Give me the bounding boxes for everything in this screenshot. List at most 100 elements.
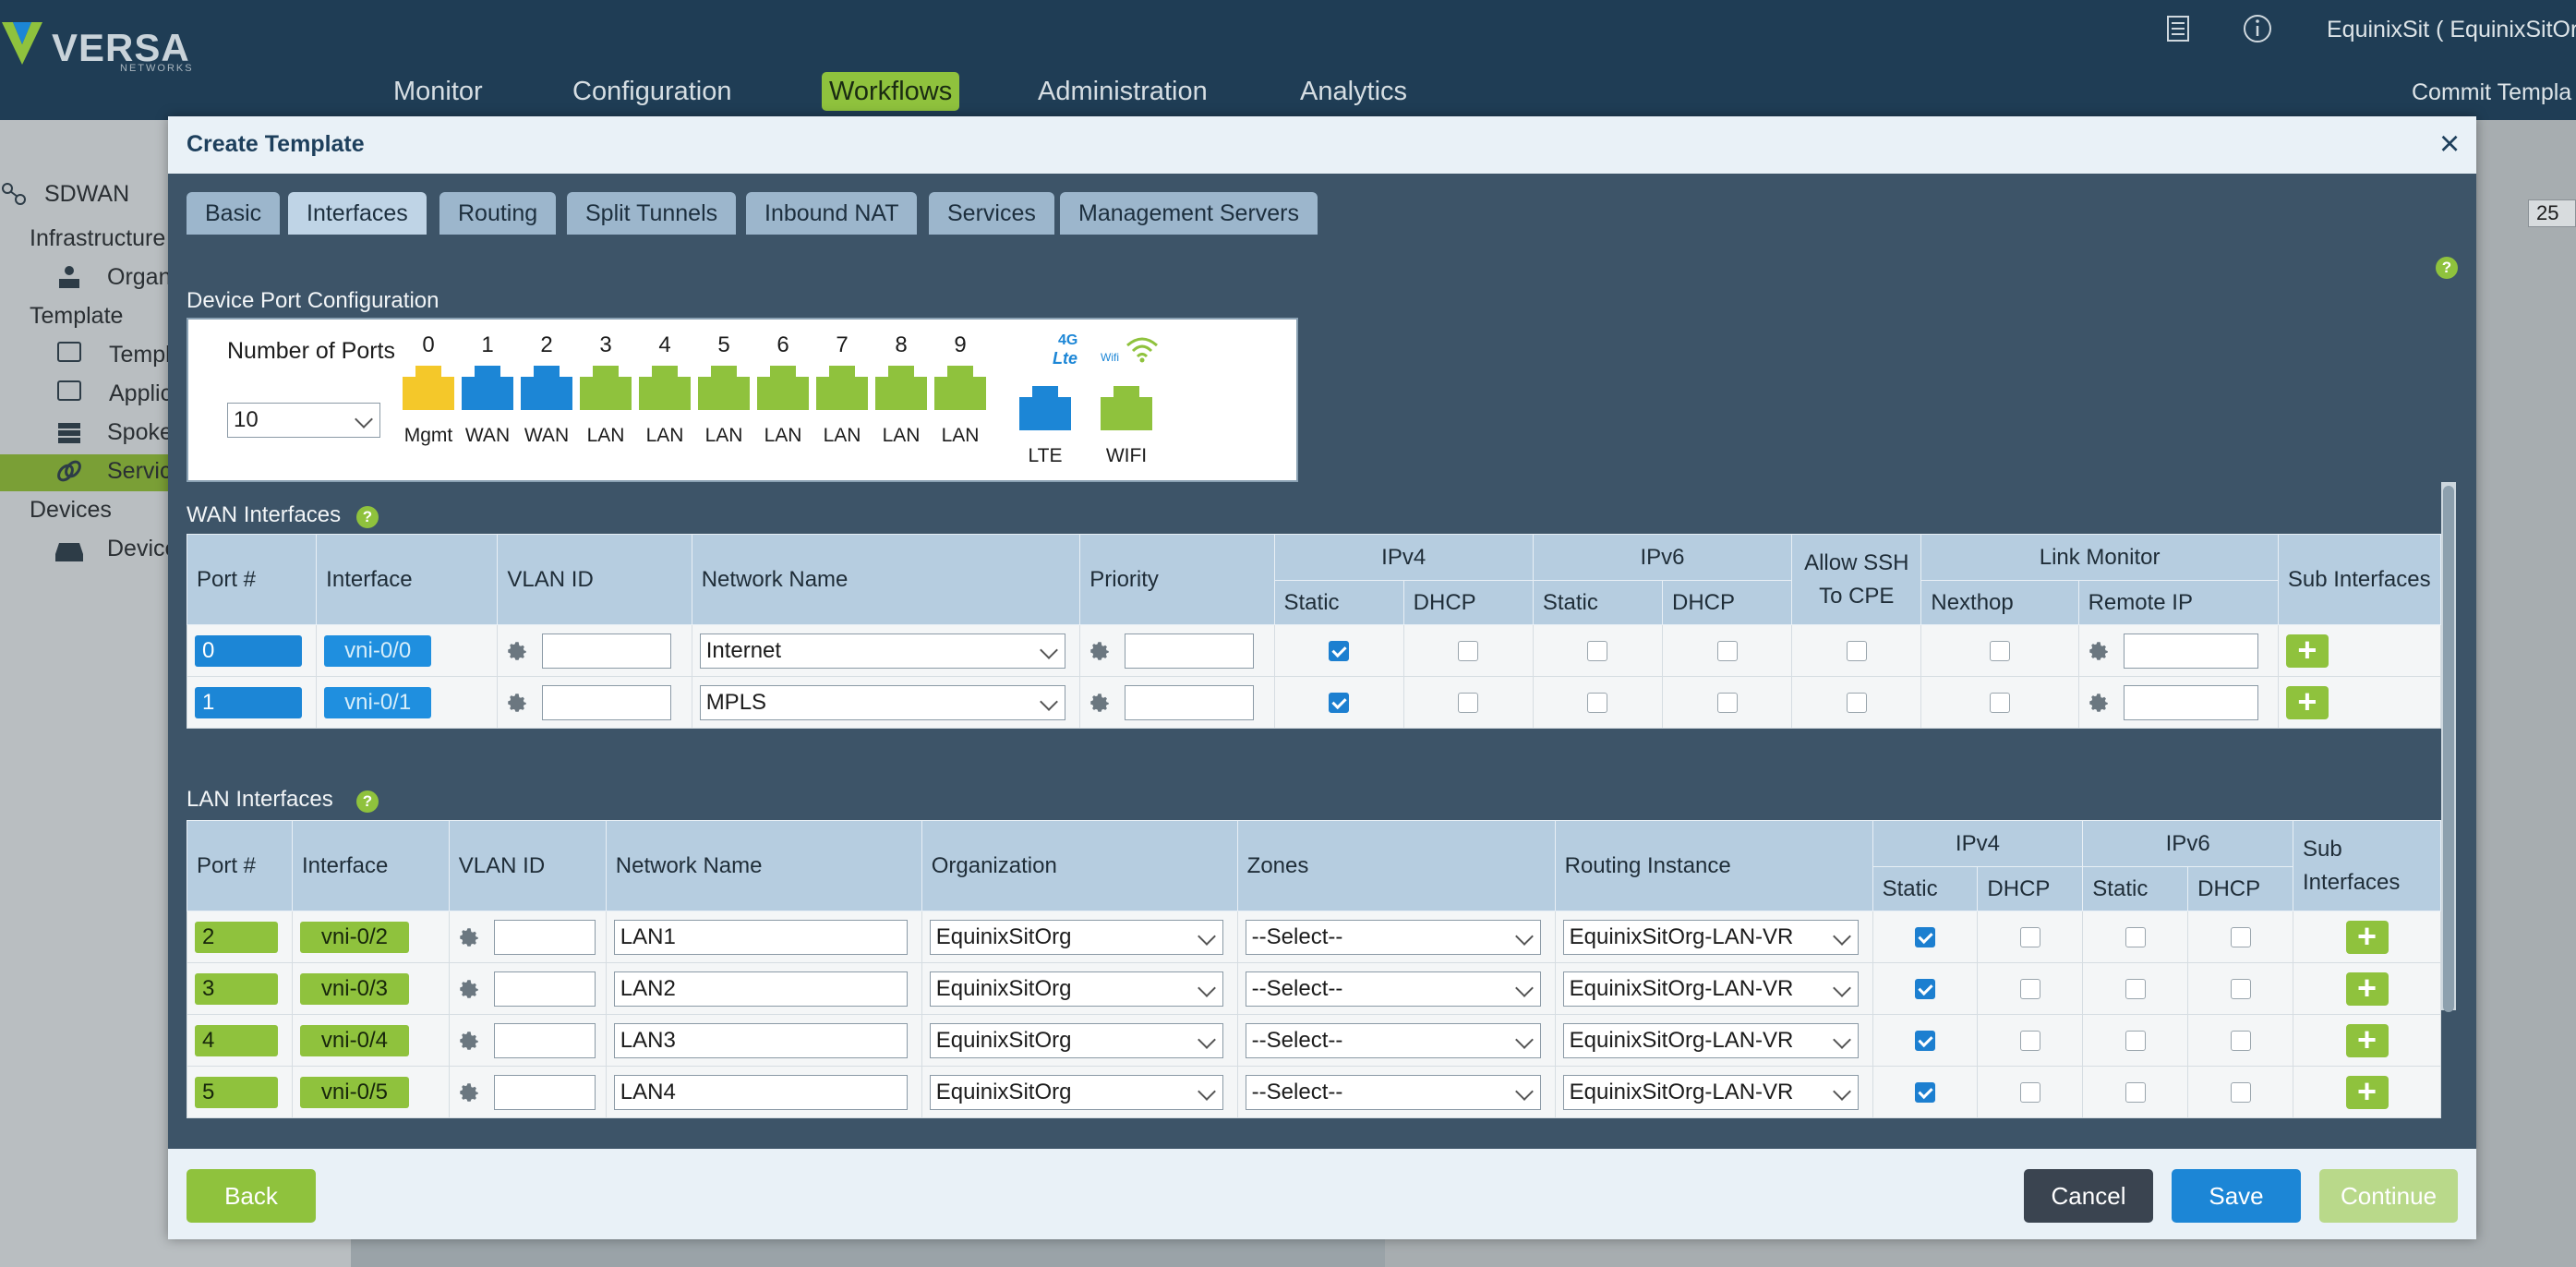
gear-icon[interactable] bbox=[1088, 691, 1112, 715]
lan-routing-select[interactable]: EquinixSitOrg-LAN-VR bbox=[1562, 1074, 1859, 1110]
wan-allow-ssh-checkbox[interactable] bbox=[1846, 641, 1867, 662]
add-sub-interface-button[interactable]: + bbox=[2345, 919, 2389, 954]
wan-ipv6-dhcp-checkbox[interactable] bbox=[1716, 693, 1738, 714]
lan-port-value[interactable]: 5 bbox=[195, 1076, 278, 1108]
port-lte[interactable]: 4G Lte LTE bbox=[1019, 332, 1077, 466]
port-2[interactable]: 2 WAN bbox=[521, 332, 572, 446]
port-7[interactable]: 7 LAN bbox=[816, 332, 868, 446]
lan-ipv4-static-checkbox[interactable] bbox=[1915, 927, 1935, 948]
sidebar-organization[interactable]: Organ bbox=[107, 264, 172, 290]
commit-template-button[interactable]: Commit Templa bbox=[2412, 79, 2572, 105]
user-org-label[interactable]: EquinixSit ( EquinixSitOrg bbox=[2327, 17, 2576, 42]
gear-icon[interactable] bbox=[505, 639, 529, 663]
lan-network-input[interactable]: LAN2 bbox=[613, 971, 908, 1007]
lan-port-value[interactable]: 2 bbox=[195, 921, 278, 953]
wan-ipv4-dhcp-checkbox[interactable] bbox=[1458, 693, 1479, 714]
port-0[interactable]: 0 Mgmt bbox=[403, 332, 454, 446]
lan-ipv4-dhcp-checkbox[interactable] bbox=[2019, 927, 2040, 948]
wan-help-icon[interactable]: ? bbox=[356, 506, 379, 528]
lan-ipv6-static-checkbox[interactable] bbox=[2125, 979, 2146, 1000]
sidebar-template[interactable]: Template bbox=[30, 303, 124, 329]
tab-basic[interactable]: Basic bbox=[187, 192, 281, 235]
wan-ipv4-dhcp-checkbox[interactable] bbox=[1458, 641, 1479, 662]
lan-ipv4-static-checkbox[interactable] bbox=[1915, 1082, 1935, 1104]
lan-routing-select[interactable]: EquinixSitOrg-LAN-VR bbox=[1562, 919, 1859, 955]
lan-organization-select[interactable]: EquinixSitOrg bbox=[929, 1022, 1223, 1058]
continue-button[interactable]: Continue bbox=[2319, 1169, 2458, 1223]
gear-icon[interactable] bbox=[457, 925, 481, 949]
nav-analytics[interactable]: Analytics bbox=[1300, 77, 1408, 106]
lan-port-value[interactable]: 3 bbox=[195, 972, 278, 1005]
versa-logo[interactable]: VERSA NETWORKS bbox=[0, 11, 203, 74]
nav-workflows[interactable]: Workflows bbox=[822, 72, 960, 111]
sidebar-service-templates[interactable]: Servic bbox=[107, 458, 172, 484]
lan-network-input[interactable]: LAN1 bbox=[613, 919, 908, 955]
lan-vlan-input[interactable] bbox=[493, 1022, 596, 1058]
lan-organization-select[interactable]: EquinixSitOrg bbox=[929, 971, 1223, 1007]
lan-help-icon[interactable]: ? bbox=[356, 790, 379, 813]
lan-ipv6-static-checkbox[interactable] bbox=[2125, 1082, 2146, 1104]
gear-icon[interactable] bbox=[2087, 639, 2111, 663]
lan-port-value[interactable]: 4 bbox=[195, 1024, 278, 1056]
lan-ipv4-static-checkbox[interactable] bbox=[1915, 1031, 1935, 1052]
wan-nexthop-checkbox[interactable] bbox=[1989, 641, 2010, 662]
port-8[interactable]: 8 LAN bbox=[875, 332, 927, 446]
port-wifi[interactable]: Wifi WIFI bbox=[1101, 337, 1158, 466]
lan-organization-select[interactable]: EquinixSitOrg bbox=[929, 1074, 1223, 1110]
document-list-icon[interactable] bbox=[2166, 15, 2190, 42]
sidebar-templates[interactable]: Templ bbox=[109, 342, 171, 368]
gear-icon[interactable] bbox=[457, 977, 481, 1001]
lan-ipv4-dhcp-checkbox[interactable] bbox=[2019, 1031, 2040, 1052]
tab-interfaces[interactable]: Interfaces bbox=[288, 192, 427, 235]
tab-split-tunnels[interactable]: Split Tunnels bbox=[567, 192, 737, 235]
lan-zones-select[interactable]: --Select-- bbox=[1245, 1074, 1541, 1110]
wan-ipv4-static-checkbox[interactable] bbox=[1329, 641, 1350, 662]
wan-ipv4-static-checkbox[interactable] bbox=[1329, 693, 1350, 714]
wan-priority-input[interactable] bbox=[1125, 633, 1255, 669]
lan-organization-select[interactable]: EquinixSitOrg bbox=[929, 919, 1223, 955]
wan-ipv6-dhcp-checkbox[interactable] bbox=[1716, 641, 1738, 662]
lan-ipv4-dhcp-checkbox[interactable] bbox=[2019, 979, 2040, 1000]
port-9[interactable]: 9 LAN bbox=[934, 332, 986, 446]
info-icon[interactable] bbox=[2242, 13, 2273, 44]
port-4[interactable]: 4 LAN bbox=[639, 332, 691, 446]
nav-monitor[interactable]: Monitor bbox=[393, 77, 483, 106]
lan-ipv4-dhcp-checkbox[interactable] bbox=[2019, 1082, 2040, 1104]
lan-network-input[interactable]: LAN3 bbox=[613, 1022, 908, 1058]
wan-ipv6-static-checkbox[interactable] bbox=[1587, 693, 1608, 714]
wan-port-value[interactable]: 0 bbox=[195, 634, 302, 667]
lan-vlan-input[interactable] bbox=[493, 919, 596, 955]
wan-priority-input[interactable] bbox=[1125, 684, 1255, 720]
gear-icon[interactable] bbox=[2087, 691, 2111, 715]
close-icon[interactable]: × bbox=[2439, 125, 2461, 163]
help-icon[interactable]: ? bbox=[2436, 257, 2458, 279]
gear-icon[interactable] bbox=[505, 691, 529, 715]
lan-ipv6-dhcp-checkbox[interactable] bbox=[2230, 1031, 2251, 1052]
page-size-select[interactable]: 25 bbox=[2528, 199, 2576, 227]
tab-routing[interactable]: Routing bbox=[439, 192, 557, 235]
lan-ipv6-static-checkbox[interactable] bbox=[2125, 1031, 2146, 1052]
lan-vlan-input[interactable] bbox=[493, 1074, 596, 1110]
tab-management-servers[interactable]: Management Servers bbox=[1060, 192, 1318, 235]
sidebar-spoke-groups[interactable]: Spoke bbox=[107, 419, 173, 445]
number-of-ports-select[interactable]: 10 bbox=[227, 403, 380, 438]
tab-inbound-nat[interactable]: Inbound NAT bbox=[746, 192, 918, 235]
nav-administration[interactable]: Administration bbox=[1038, 77, 1208, 106]
sidebar-infrastructure[interactable]: Infrastructure bbox=[30, 225, 166, 251]
add-sub-interface-button[interactable]: + bbox=[2285, 684, 2329, 719]
cancel-button[interactable]: Cancel bbox=[2024, 1169, 2153, 1223]
wan-port-value[interactable]: 1 bbox=[195, 686, 302, 718]
wan-network-select[interactable]: Internet bbox=[699, 633, 1065, 669]
port-5[interactable]: 5 LAN bbox=[698, 332, 750, 446]
lan-ipv6-dhcp-checkbox[interactable] bbox=[2230, 979, 2251, 1000]
dialog-scrollbar-thumb[interactable] bbox=[2443, 486, 2454, 1012]
wan-vlan-input[interactable] bbox=[542, 633, 672, 669]
lan-ipv4-static-checkbox[interactable] bbox=[1915, 979, 1935, 1000]
add-sub-interface-button[interactable]: + bbox=[2345, 1022, 2389, 1057]
lan-routing-select[interactable]: EquinixSitOrg-LAN-VR bbox=[1562, 1022, 1859, 1058]
wan-ipv6-static-checkbox[interactable] bbox=[1587, 641, 1608, 662]
back-button[interactable]: Back bbox=[187, 1169, 316, 1223]
port-1[interactable]: 1 WAN bbox=[462, 332, 513, 446]
wan-remote-ip-input[interactable] bbox=[2123, 633, 2258, 669]
port-6[interactable]: 6 LAN bbox=[757, 332, 809, 446]
